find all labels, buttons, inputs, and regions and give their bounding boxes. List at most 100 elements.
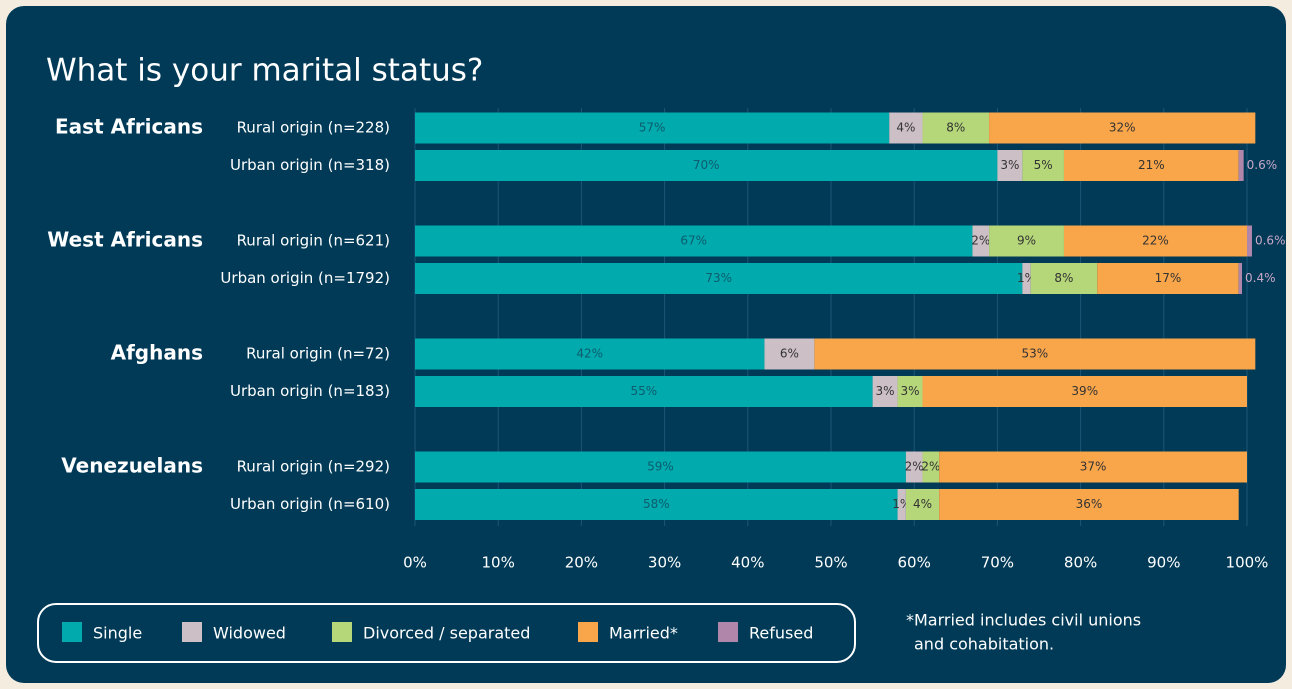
bar-segment xyxy=(1097,263,1239,294)
bar-segment xyxy=(1022,263,1031,294)
data-label: 70% xyxy=(693,158,720,172)
data-label: 2% xyxy=(905,460,924,474)
group-label: Afghans xyxy=(111,341,203,365)
data-label: 36% xyxy=(1076,497,1103,511)
x-tick-label: 100% xyxy=(1226,554,1269,572)
bar-segment xyxy=(1030,263,1098,294)
bar-segment xyxy=(764,338,815,370)
bar-segment xyxy=(872,376,898,407)
data-label: 0.4% xyxy=(1245,271,1276,285)
bar-segment xyxy=(989,112,1256,144)
data-label: 3% xyxy=(1000,158,1019,172)
bar-segment xyxy=(972,225,990,257)
data-label: 9% xyxy=(1017,234,1036,248)
x-tick-label: 80% xyxy=(1064,554,1097,572)
bar-segment xyxy=(1238,263,1243,294)
bar-segment xyxy=(939,451,1247,483)
data-label: 37% xyxy=(1080,460,1107,474)
data-label: 4% xyxy=(913,497,932,511)
bar-segment xyxy=(1022,150,1064,181)
y-tick-label: Urban origin (n=1792) xyxy=(220,269,390,287)
data-label: 73% xyxy=(705,271,732,285)
x-tick-label: 70% xyxy=(981,554,1014,572)
bar-segment xyxy=(897,376,923,407)
data-label: 2% xyxy=(921,460,940,474)
x-tick-label: 0% xyxy=(403,554,427,572)
data-label: 42% xyxy=(576,347,603,361)
legend-swatch xyxy=(182,622,202,642)
data-label: 3% xyxy=(876,384,895,398)
group-label: Venezuelans xyxy=(61,454,203,478)
bar-segment xyxy=(997,150,1023,181)
bar-segment xyxy=(1247,225,1252,257)
x-tick-label: 40% xyxy=(731,554,764,572)
bar-segment xyxy=(415,451,906,483)
data-label: 53% xyxy=(1022,347,1049,361)
legend-label: Widowed xyxy=(213,624,286,643)
legend-label: Married* xyxy=(609,624,678,643)
legend-box xyxy=(37,603,856,663)
bar-segment xyxy=(415,112,890,144)
data-label: 2% xyxy=(971,234,990,248)
data-label: 4% xyxy=(896,121,915,135)
data-label: 39% xyxy=(1071,384,1098,398)
legend-swatch xyxy=(578,622,598,642)
data-label: 8% xyxy=(1054,271,1073,285)
data-label: 5% xyxy=(1034,158,1053,172)
y-tick-label: Rural origin (n=72) xyxy=(246,345,390,363)
group-label: West Africans xyxy=(47,228,203,252)
legend-label: Single xyxy=(93,624,142,643)
bar-segment xyxy=(814,338,1256,370)
data-label: 22% xyxy=(1142,234,1169,248)
bar-segment xyxy=(922,451,940,483)
bar-segment xyxy=(415,489,898,520)
bar-segment xyxy=(415,225,973,257)
footnote: and cohabitation. xyxy=(914,635,1054,654)
y-tick-label: Urban origin (n=610) xyxy=(230,495,390,513)
y-tick-label: Rural origin (n=228) xyxy=(237,119,390,137)
legend-swatch xyxy=(332,622,352,642)
bar-segment xyxy=(415,338,765,370)
data-label: 17% xyxy=(1155,271,1182,285)
bar-segment xyxy=(1063,150,1239,181)
bar-segment xyxy=(922,112,990,144)
bar-segment xyxy=(1238,150,1244,181)
data-label: 67% xyxy=(680,234,707,248)
legend-swatch xyxy=(718,622,738,642)
x-tick-label: 30% xyxy=(648,554,681,572)
bar-segment xyxy=(905,451,923,483)
bar-segment xyxy=(889,112,923,144)
bar-segment xyxy=(989,225,1064,257)
bar-segment xyxy=(1063,225,1247,257)
y-tick-label: Urban origin (n=183) xyxy=(230,382,390,400)
group-label: East Africans xyxy=(55,115,203,139)
bar-segment xyxy=(415,376,873,407)
data-label: 3% xyxy=(901,384,920,398)
x-tick-label: 90% xyxy=(1147,554,1180,572)
data-label: 21% xyxy=(1138,158,1165,172)
data-label: 57% xyxy=(639,121,666,135)
bar-segment xyxy=(415,150,998,181)
legend-label: Divorced / separated xyxy=(363,624,530,643)
legend-label: Refused xyxy=(749,624,813,643)
x-tick-label: 10% xyxy=(482,554,515,572)
x-tick-label: 50% xyxy=(814,554,847,572)
y-tick-label: Rural origin (n=292) xyxy=(237,458,390,476)
data-label: 0.6% xyxy=(1247,158,1278,172)
bar-segment xyxy=(922,376,1247,407)
data-label: 58% xyxy=(643,497,670,511)
bar-segment xyxy=(897,489,906,520)
data-label: 8% xyxy=(946,121,965,135)
y-tick-label: Urban origin (n=318) xyxy=(230,156,390,174)
bar-segment xyxy=(415,263,1023,294)
chart-title: What is your marital status? xyxy=(46,53,483,89)
x-tick-label: 20% xyxy=(565,554,598,572)
footnote: *Married includes civil unions xyxy=(906,611,1141,630)
legend-swatch xyxy=(62,622,82,642)
data-label: 32% xyxy=(1109,121,1136,135)
data-label: 55% xyxy=(630,384,657,398)
y-tick-label: Rural origin (n=621) xyxy=(237,232,390,250)
data-label: 6% xyxy=(780,347,799,361)
data-label: 0.6% xyxy=(1255,234,1286,248)
